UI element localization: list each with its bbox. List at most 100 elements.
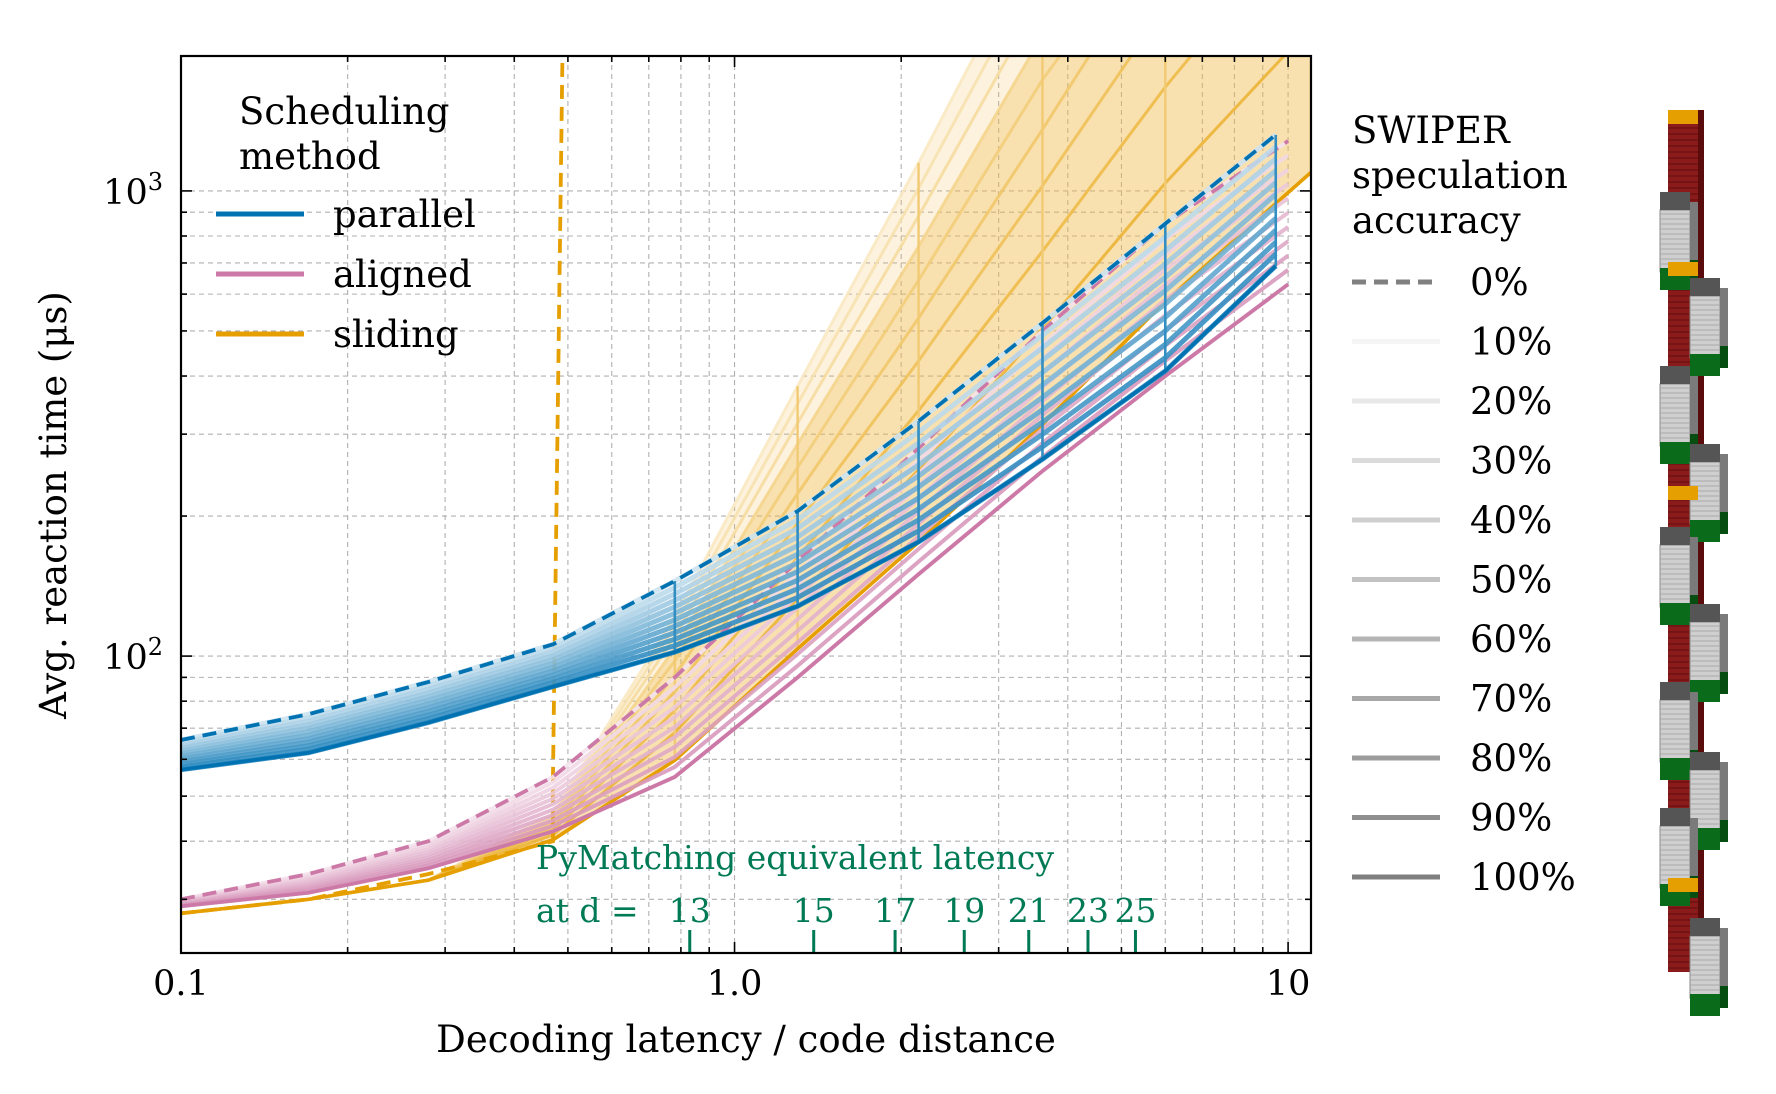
orange-band bbox=[1668, 486, 1698, 500]
legend-accuracy-label: 0% bbox=[1470, 261, 1529, 304]
green-block bbox=[1660, 603, 1690, 625]
annotation-d-label: 17 bbox=[874, 891, 916, 930]
aligned-curve bbox=[181, 182, 1290, 904]
annotation-d-label: 23 bbox=[1067, 891, 1109, 930]
legend-method-title: Scheduling bbox=[239, 90, 450, 133]
parallel-curve bbox=[181, 156, 1278, 748]
x-tick-label: 1.0 bbox=[707, 964, 763, 1004]
annotation-d-label: 21 bbox=[1008, 891, 1050, 930]
parallel-curve bbox=[181, 180, 1278, 754]
pymatching-annotation: PyMatching equivalent latency at d = 13 15 1… bbox=[536, 838, 1156, 953]
x-tick-label: 0.1 bbox=[153, 964, 209, 1004]
schedule-illustration bbox=[1659, 110, 1728, 1016]
annotation-prefix: at d = bbox=[536, 891, 639, 930]
orange-band bbox=[1668, 878, 1698, 892]
block-side bbox=[1720, 288, 1728, 350]
legend-method-label: sliding bbox=[333, 313, 459, 356]
green-side bbox=[1720, 986, 1728, 1008]
block-side bbox=[1720, 454, 1728, 516]
parallel-curve-100 bbox=[181, 264, 1278, 772]
orange-band bbox=[1668, 262, 1698, 276]
x-tick-label: 10 bbox=[1266, 964, 1311, 1004]
legend-accuracy-label: 70% bbox=[1470, 678, 1552, 721]
green-block bbox=[1690, 354, 1720, 376]
stack-block bbox=[1659, 699, 1691, 763]
x-axis-label: Decoding latency / code distance bbox=[436, 1018, 1056, 1061]
green-side bbox=[1720, 672, 1728, 694]
legend-accuracy-title: speculation bbox=[1352, 154, 1568, 197]
aligned-curve bbox=[181, 253, 1290, 907]
block-side bbox=[1720, 762, 1728, 824]
annotation-title: PyMatching equivalent latency bbox=[536, 838, 1054, 877]
legend-method-label: aligned bbox=[333, 253, 472, 296]
parallel-curve bbox=[181, 204, 1278, 759]
green-block bbox=[1660, 442, 1690, 464]
block-side bbox=[1720, 614, 1728, 676]
annotation-d-label: 19 bbox=[943, 891, 985, 930]
dark-cap bbox=[1690, 604, 1720, 622]
dark-cap bbox=[1690, 918, 1720, 936]
annotation-d-label: 25 bbox=[1114, 891, 1156, 930]
block-side bbox=[1720, 928, 1728, 990]
legend-method-title: method bbox=[239, 135, 381, 178]
parallel-curve bbox=[181, 252, 1278, 770]
stack-block bbox=[1689, 295, 1721, 359]
dark-cap bbox=[1660, 192, 1690, 210]
parallel-curve bbox=[181, 144, 1278, 746]
green-block bbox=[1690, 994, 1720, 1016]
y-tick-label: 103 bbox=[103, 168, 163, 213]
parallel-curve bbox=[181, 132, 1278, 743]
legend-accuracy-label: 90% bbox=[1470, 797, 1552, 840]
legend-accuracy-label: 80% bbox=[1470, 737, 1552, 780]
block-side bbox=[1690, 692, 1698, 754]
green-side bbox=[1720, 820, 1728, 842]
series-lines bbox=[181, 56, 1311, 916]
green-side bbox=[1720, 346, 1728, 368]
green-side bbox=[1720, 512, 1728, 534]
dark-cap bbox=[1660, 808, 1690, 826]
parallel-curve bbox=[181, 216, 1278, 762]
orange-cap bbox=[1668, 110, 1698, 124]
legend-accuracy-label: 100% bbox=[1470, 856, 1576, 899]
legend-method-label: parallel bbox=[333, 193, 476, 236]
legend-accuracy-label: 50% bbox=[1470, 559, 1552, 602]
legend-accuracy-title: accuracy bbox=[1352, 199, 1521, 242]
parallel-curve bbox=[181, 228, 1278, 765]
legend-accuracy-title: SWIPER bbox=[1352, 109, 1511, 152]
annotation-d-label: 15 bbox=[793, 891, 835, 930]
legend-accuracy-label: 20% bbox=[1470, 380, 1552, 423]
green-block bbox=[1660, 758, 1690, 780]
parallel-curve bbox=[181, 240, 1278, 767]
y-axis-label: Avg. reaction time (μs) bbox=[32, 291, 75, 720]
aligned-curve bbox=[181, 239, 1290, 907]
block-side bbox=[1690, 202, 1698, 264]
legend-accuracy-label: 30% bbox=[1470, 440, 1552, 483]
dark-cap bbox=[1660, 682, 1690, 700]
dark-cap bbox=[1690, 444, 1720, 462]
stack-block bbox=[1689, 621, 1721, 685]
block-side bbox=[1690, 537, 1698, 599]
dark-cap bbox=[1660, 366, 1690, 384]
axis-ticks: 0.1 1.0 10 102 103 bbox=[103, 56, 1311, 1004]
parallel-curve bbox=[181, 168, 1278, 751]
plot-frame bbox=[179, 54, 1313, 955]
aligned-curve bbox=[181, 268, 1290, 908]
block-side bbox=[1690, 376, 1698, 438]
dark-cap bbox=[1660, 527, 1690, 545]
annotation-d-label: 13 bbox=[669, 891, 711, 930]
green-block bbox=[1690, 520, 1720, 542]
legend-accuracy-label: 60% bbox=[1470, 618, 1552, 661]
stack-block bbox=[1659, 209, 1691, 273]
stack-block bbox=[1659, 825, 1691, 889]
dark-cap bbox=[1690, 278, 1720, 296]
legend-accuracy-label: 40% bbox=[1470, 499, 1552, 542]
aligned-curve-100 bbox=[181, 282, 1290, 908]
legend-accuracy-label: 10% bbox=[1470, 321, 1552, 364]
dark-cap bbox=[1690, 752, 1720, 770]
block-side bbox=[1690, 818, 1698, 880]
aligned-curve bbox=[181, 168, 1290, 903]
parallel-curve bbox=[181, 192, 1278, 756]
